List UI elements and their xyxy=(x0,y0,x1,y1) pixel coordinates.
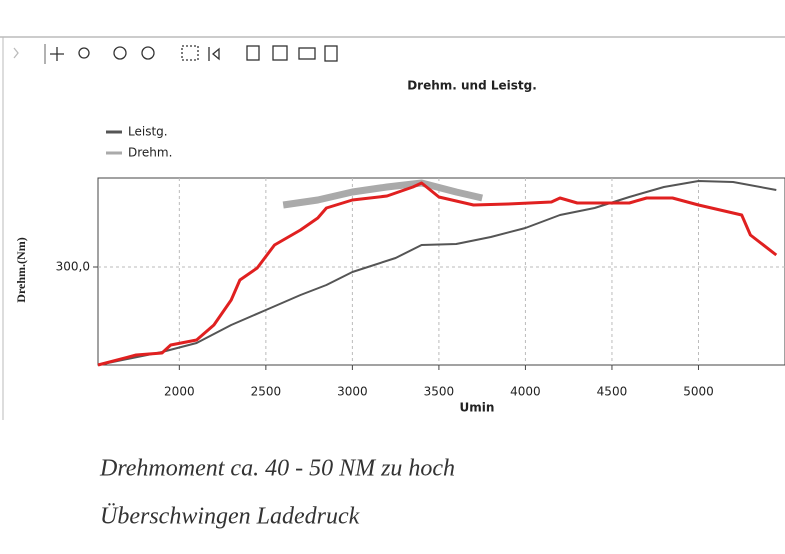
x-axis-label: Umin xyxy=(460,401,495,415)
chart-title: Drehm. und Leistg. xyxy=(407,79,537,93)
copy[interactable] xyxy=(246,45,260,61)
x-tick-label: 3500 xyxy=(424,385,455,399)
pan-tool[interactable] xyxy=(50,47,64,61)
legend-label: Drehm. xyxy=(128,146,172,160)
x-tick-label: 5000 xyxy=(683,385,714,399)
print[interactable] xyxy=(298,47,316,60)
toolbar-arrow[interactable] xyxy=(13,47,19,59)
annotation: Überschwingen Ladedruck xyxy=(100,504,360,530)
x-tick-label: 3000 xyxy=(337,385,368,399)
zoom-out[interactable] xyxy=(113,46,127,60)
zoom-tool[interactable] xyxy=(78,47,90,59)
zoom-in[interactable] xyxy=(141,46,155,60)
save[interactable] xyxy=(272,45,288,61)
plot-area xyxy=(97,177,785,366)
series-line xyxy=(282,179,483,209)
toolbar xyxy=(13,44,338,64)
select-box[interactable] xyxy=(181,45,199,61)
y-axis-label: Drehm.(Nm) xyxy=(14,237,28,302)
x-tick-label: 2000 xyxy=(164,385,195,399)
x-tick-label: 2500 xyxy=(251,385,282,399)
y-tick-label: 300,0 xyxy=(56,260,90,274)
fit-tool[interactable] xyxy=(208,47,220,61)
series-line xyxy=(97,181,778,367)
series-line xyxy=(97,180,777,366)
x-tick-label: 4000 xyxy=(510,385,541,399)
x-tick-label: 4500 xyxy=(597,385,628,399)
legend-label: Leistg. xyxy=(128,125,168,139)
annotation: Drehmoment ca. 40 - 50 NM zu hoch xyxy=(99,456,455,482)
print-preview[interactable] xyxy=(324,45,338,62)
